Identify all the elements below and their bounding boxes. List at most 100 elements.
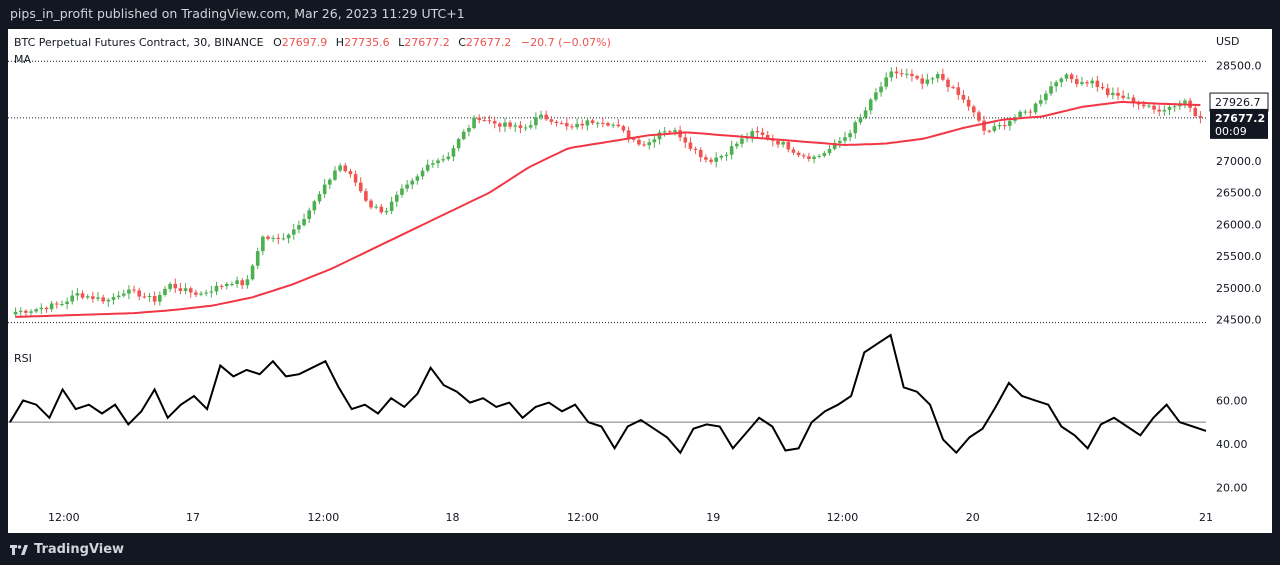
candle-body bbox=[224, 284, 229, 287]
candle-body bbox=[446, 156, 451, 160]
last-price-tag bbox=[1210, 108, 1268, 139]
candle-body bbox=[49, 303, 54, 310]
time-tick-label: 12:00 bbox=[48, 511, 80, 524]
candle-body bbox=[384, 210, 389, 213]
candle-body bbox=[291, 229, 296, 235]
candle-body bbox=[611, 124, 615, 126]
candle-body bbox=[1126, 97, 1131, 99]
price-chart[interactable]: USD28500.028000.027500.027000.026500.026… bbox=[8, 29, 1272, 533]
open-value: 27697.9 bbox=[282, 36, 328, 49]
tradingview-brand[interactable]: TradingView bbox=[10, 542, 124, 557]
candle-body bbox=[1074, 79, 1079, 84]
candle-body bbox=[590, 120, 595, 124]
candle-body bbox=[209, 291, 214, 293]
candle-body bbox=[127, 289, 131, 294]
price-tick-label: 27000.0 bbox=[1216, 155, 1262, 168]
candle-body bbox=[431, 163, 435, 165]
candle-body bbox=[29, 311, 33, 313]
candle-body bbox=[420, 170, 425, 177]
candle-body bbox=[158, 294, 162, 302]
publish-bar: pips_in_profit published on TradingView.… bbox=[0, 0, 1280, 28]
candle-body bbox=[595, 122, 600, 124]
candle-body bbox=[915, 75, 919, 79]
candle-body bbox=[941, 74, 945, 80]
candle-body bbox=[899, 73, 904, 75]
candle-body bbox=[523, 127, 528, 129]
candle-body bbox=[183, 288, 188, 291]
candle-body bbox=[441, 159, 445, 161]
candle-body bbox=[704, 157, 708, 160]
candle-body bbox=[13, 311, 18, 315]
candle-body bbox=[838, 140, 842, 143]
candle-body bbox=[946, 79, 950, 88]
candle-body bbox=[235, 280, 239, 285]
candle-body bbox=[477, 117, 482, 121]
candle-body bbox=[400, 188, 404, 195]
candle-body bbox=[374, 206, 378, 208]
candle-body bbox=[822, 153, 827, 156]
candle-body bbox=[961, 94, 966, 100]
candle-body bbox=[70, 295, 75, 302]
candle-body bbox=[570, 126, 574, 128]
candle-body bbox=[951, 87, 955, 89]
candle-body bbox=[647, 142, 652, 146]
candle-body bbox=[971, 106, 976, 113]
candle-body bbox=[1044, 93, 1048, 101]
candle-body bbox=[977, 112, 981, 121]
chart-panel[interactable]: USD28500.028000.027500.027000.026500.026… bbox=[8, 29, 1272, 533]
candle-body bbox=[281, 238, 286, 240]
ma-price-tag-text: 27926.7 bbox=[1215, 96, 1261, 109]
price-tick-label: 25000.0 bbox=[1216, 282, 1262, 295]
candle-body bbox=[1018, 111, 1022, 118]
candle-body bbox=[549, 119, 554, 122]
candle-body bbox=[415, 176, 420, 181]
candle-body bbox=[250, 265, 255, 280]
candle-body bbox=[343, 165, 348, 172]
candle-body bbox=[760, 132, 765, 135]
candle-body bbox=[1023, 111, 1028, 113]
candle-body bbox=[34, 309, 38, 312]
candle-body bbox=[910, 73, 914, 76]
candle-body bbox=[544, 114, 548, 120]
candle-body bbox=[807, 156, 811, 159]
candle-body bbox=[1141, 104, 1146, 107]
candle-body bbox=[1090, 80, 1095, 84]
candle-body bbox=[1131, 97, 1136, 104]
time-tick-label: 12:00 bbox=[1086, 511, 1118, 524]
last-price-tag-text: 27677.2 bbox=[1215, 112, 1265, 125]
candle-body bbox=[930, 78, 935, 80]
candle-body bbox=[997, 125, 1002, 127]
candle-body bbox=[266, 236, 270, 239]
candle-body bbox=[152, 295, 157, 302]
candle-body bbox=[96, 297, 100, 299]
candle-body bbox=[868, 99, 873, 111]
candle-body bbox=[848, 133, 852, 138]
candle-body bbox=[1033, 103, 1038, 113]
price-tick-label: 28500.0 bbox=[1216, 60, 1262, 73]
candle-body bbox=[353, 174, 358, 183]
candle-body bbox=[137, 290, 142, 297]
candle-body bbox=[147, 295, 152, 297]
candle-body bbox=[1111, 92, 1115, 96]
candle-body bbox=[987, 130, 992, 132]
candle-body bbox=[194, 292, 198, 295]
candle-body bbox=[65, 301, 69, 305]
candle-body bbox=[709, 159, 713, 162]
candle-body bbox=[451, 148, 456, 157]
time-tick-label: 12:00 bbox=[308, 511, 340, 524]
candle-body bbox=[1152, 105, 1156, 110]
candle-body bbox=[328, 179, 332, 185]
time-tick-label: 19 bbox=[706, 511, 720, 524]
candle-body bbox=[54, 303, 59, 305]
candle-body bbox=[729, 146, 734, 155]
candle-body bbox=[163, 288, 167, 295]
candle-body bbox=[657, 132, 662, 140]
candle-body bbox=[724, 154, 729, 156]
candle-body bbox=[801, 155, 806, 157]
candle-body bbox=[642, 144, 646, 146]
candle-body bbox=[503, 122, 507, 127]
candle-body bbox=[935, 74, 940, 79]
candle-body bbox=[621, 126, 626, 131]
candle-body bbox=[559, 123, 564, 125]
rsi-tick-label: 20.00 bbox=[1216, 482, 1248, 495]
